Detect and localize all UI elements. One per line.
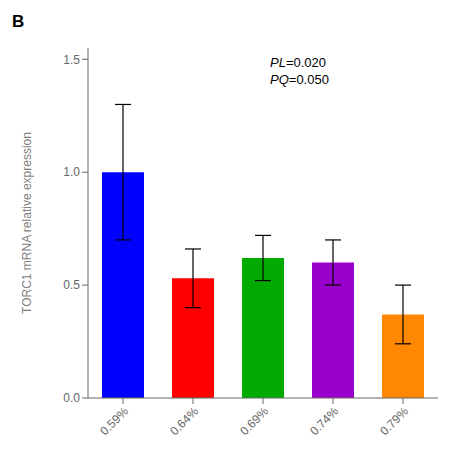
html-text:PQ =0.050: PQ =0.050 (270, 72, 329, 87)
svg-text:0.0: 0.0 (63, 391, 80, 405)
svg-text:0.69%: 0.69% (237, 404, 271, 438)
svg-text:1.0: 1.0 (63, 165, 80, 179)
html-text:B: B (12, 12, 25, 31)
html-text:PL =0.020: PL =0.020 (270, 55, 326, 70)
svg-text:1.5: 1.5 (63, 53, 80, 67)
svg-text:0.79%: 0.79% (377, 404, 411, 438)
svg-text:0.5: 0.5 (63, 278, 80, 292)
svg-text:TORC1 mRNA relative expression: TORC1 mRNA relative expression (20, 132, 34, 314)
svg-text:0.59%: 0.59% (97, 404, 131, 438)
svg-text:0.64%: 0.64% (167, 404, 201, 438)
svg-text:0.74%: 0.74% (307, 404, 341, 438)
